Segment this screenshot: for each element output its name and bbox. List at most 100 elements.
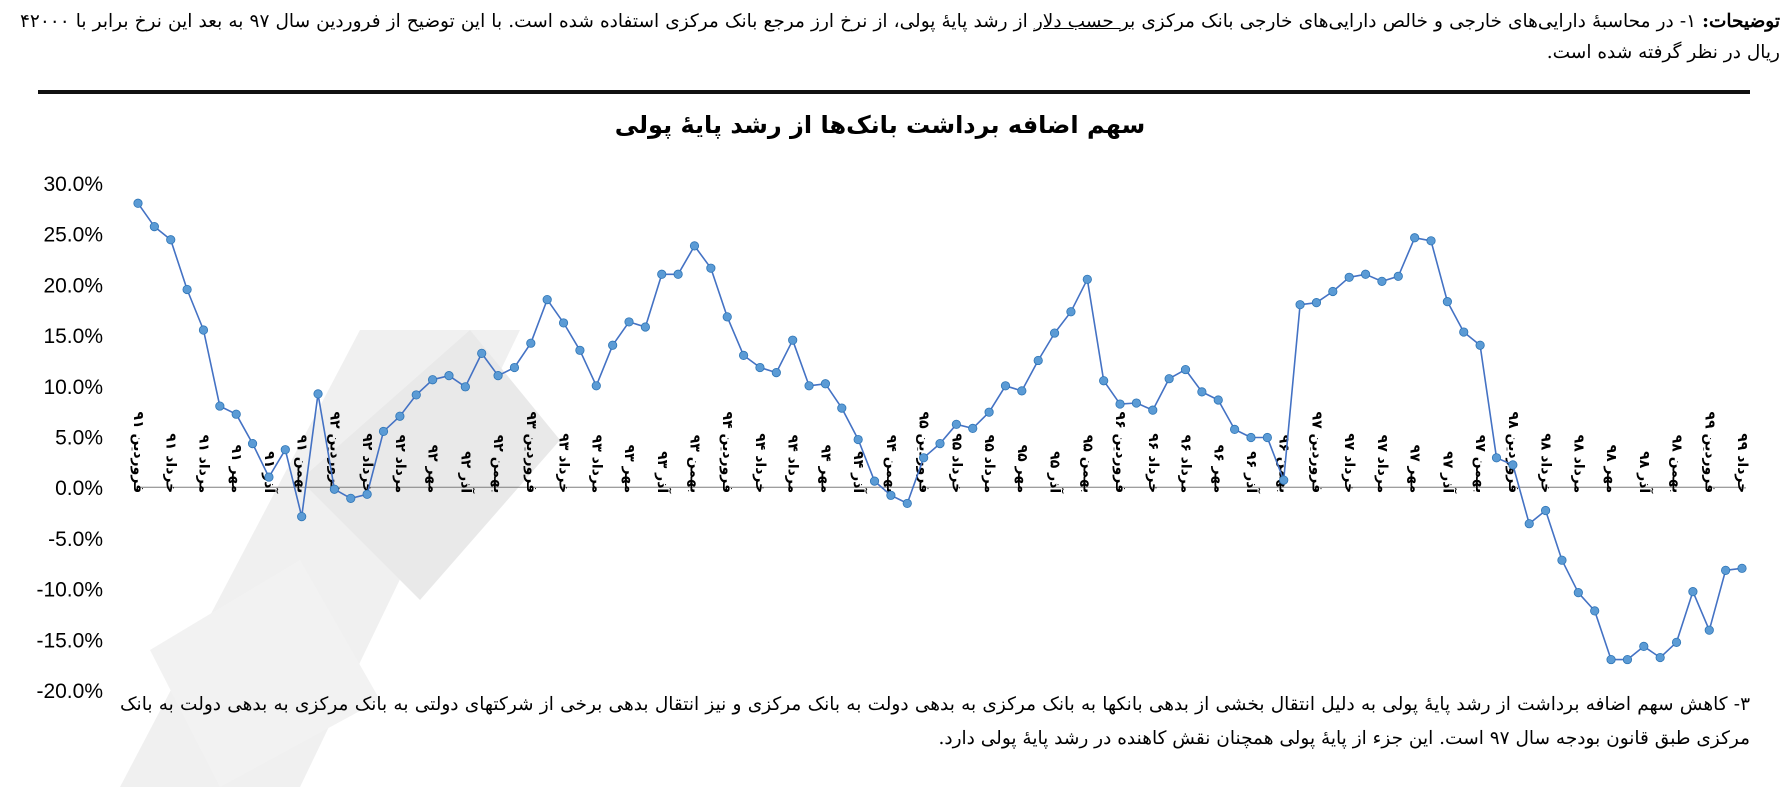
data-point bbox=[1148, 405, 1158, 415]
data-point bbox=[804, 381, 814, 391]
data-point bbox=[1279, 475, 1289, 485]
x-tick-label: خرداد ۹۵ bbox=[948, 433, 964, 493]
data-point bbox=[1115, 399, 1125, 409]
data-point bbox=[608, 340, 618, 350]
data-point bbox=[1213, 395, 1223, 405]
data-point bbox=[166, 235, 176, 245]
x-tick-label: آذر ۹۵ bbox=[1047, 451, 1065, 494]
y-tick-label: 30.0% bbox=[43, 173, 103, 196]
data-point bbox=[1491, 453, 1502, 463]
x-tick-label: مرداد ۹۲ bbox=[392, 435, 408, 494]
x-tick-label: فروردین ۹۴ bbox=[719, 412, 735, 494]
y-tick-label: -20.0% bbox=[36, 680, 103, 700]
x-tick-label: خرداد ۹۷ bbox=[1341, 433, 1357, 493]
data-point bbox=[1655, 652, 1665, 663]
data-point bbox=[1360, 269, 1371, 279]
data-point bbox=[1426, 236, 1436, 246]
x-tick-label: بهمن ۹۲ bbox=[490, 435, 506, 493]
data-point bbox=[1017, 386, 1027, 396]
x-tick-label: فروردین ۹۷ bbox=[1308, 412, 1324, 494]
x-tick-label: خرداد ۹۹ bbox=[1734, 433, 1750, 493]
data-point bbox=[558, 318, 569, 328]
data-point bbox=[509, 362, 520, 373]
data-point bbox=[640, 322, 650, 332]
data-point bbox=[493, 371, 503, 381]
data-point bbox=[460, 382, 470, 392]
x-tick-label: فروردین ۹۶ bbox=[1112, 412, 1128, 494]
data-point bbox=[624, 317, 634, 327]
data-point bbox=[689, 241, 700, 251]
data-point bbox=[591, 381, 601, 391]
data-point bbox=[313, 389, 323, 399]
data-point bbox=[477, 348, 487, 358]
x-tick-label: مهر ۹۶ bbox=[1210, 445, 1226, 494]
y-tick-label: -5.0% bbox=[48, 528, 103, 551]
data-point bbox=[542, 295, 552, 305]
data-point bbox=[771, 368, 781, 378]
data-point bbox=[1377, 276, 1387, 286]
data-point bbox=[215, 401, 225, 411]
x-tick-label: مرداد ۹۵ bbox=[981, 435, 997, 494]
data-point bbox=[886, 490, 896, 500]
y-tick-label: 15.0% bbox=[43, 325, 103, 348]
y-tick-label: 0.0% bbox=[55, 477, 103, 500]
data-point bbox=[1622, 654, 1633, 665]
y-tick-label: 5.0% bbox=[55, 427, 103, 450]
x-tick-label: بهمن ۹۸ bbox=[1669, 435, 1685, 493]
data-point bbox=[788, 335, 798, 345]
x-tick-label: مهر ۹۸ bbox=[1603, 445, 1619, 494]
data-point bbox=[198, 325, 209, 335]
data-point bbox=[853, 434, 863, 445]
x-tick-label: مهر ۹۵ bbox=[1014, 445, 1030, 494]
x-tick-label: آذر ۹۶ bbox=[1243, 451, 1261, 494]
note-text-underlined: بر حسب دلار bbox=[1033, 11, 1136, 32]
data-point bbox=[1639, 641, 1649, 651]
data-point bbox=[346, 493, 356, 503]
data-point bbox=[133, 198, 143, 208]
data-point bbox=[869, 476, 880, 486]
y-tick-label: -10.0% bbox=[36, 579, 103, 602]
data-point bbox=[1049, 328, 1060, 338]
explanatory-note-top: توضیحات: ۱- در محاسبۀ دارایی‌های خارجی و… bbox=[20, 6, 1780, 68]
data-point bbox=[984, 407, 994, 417]
x-tick-label: آذر ۹۴ bbox=[850, 451, 868, 494]
data-point bbox=[1508, 460, 1518, 470]
x-tick-label: آذر ۹۲ bbox=[457, 451, 475, 494]
x-tick-label: مهر ۹۴ bbox=[817, 445, 833, 494]
data-point bbox=[1246, 432, 1256, 443]
x-tick-label: مرداد ۹۱ bbox=[195, 435, 211, 494]
data-point bbox=[444, 371, 454, 381]
x-tick-label: فروردین ۹۵ bbox=[916, 412, 932, 494]
data-point bbox=[526, 338, 536, 348]
data-point bbox=[1000, 381, 1011, 391]
x-tick-label: مرداد ۹۴ bbox=[785, 435, 801, 494]
x-tick-label: خرداد ۹۸ bbox=[1538, 433, 1554, 493]
data-point bbox=[1099, 376, 1109, 386]
data-point bbox=[395, 411, 405, 421]
data-point bbox=[411, 390, 421, 400]
data-point bbox=[1164, 374, 1174, 384]
data-point bbox=[1262, 432, 1272, 443]
data-point bbox=[1573, 588, 1583, 598]
x-tick-label: فروردین ۹۸ bbox=[1505, 412, 1521, 494]
data-point bbox=[1442, 297, 1452, 307]
x-tick-label: خرداد ۹۱ bbox=[163, 433, 179, 493]
data-point bbox=[1197, 387, 1207, 397]
data-point bbox=[1524, 519, 1534, 529]
data-point bbox=[935, 438, 945, 449]
x-tick-label: خرداد ۹۶ bbox=[1145, 433, 1161, 493]
data-point bbox=[264, 472, 274, 482]
note-lead: توضیحات: bbox=[1702, 11, 1780, 32]
data-point bbox=[575, 345, 585, 355]
x-tick-label: خرداد ۹۲ bbox=[359, 433, 375, 493]
section-divider bbox=[38, 90, 1750, 94]
data-point bbox=[902, 498, 912, 509]
data-point bbox=[1033, 355, 1043, 366]
data-point bbox=[1295, 300, 1305, 310]
x-tick-label: آذر ۹۷ bbox=[1439, 451, 1457, 494]
data-point bbox=[919, 453, 929, 463]
data-point bbox=[673, 269, 683, 279]
x-tick-label: بهمن ۹۴ bbox=[883, 435, 899, 493]
data-point bbox=[231, 409, 241, 419]
y-axis: 30.0% 25.0% 20.0% 15.0% 10.0% 5.0% 0.0% -5.0% -1… bbox=[36, 173, 103, 700]
